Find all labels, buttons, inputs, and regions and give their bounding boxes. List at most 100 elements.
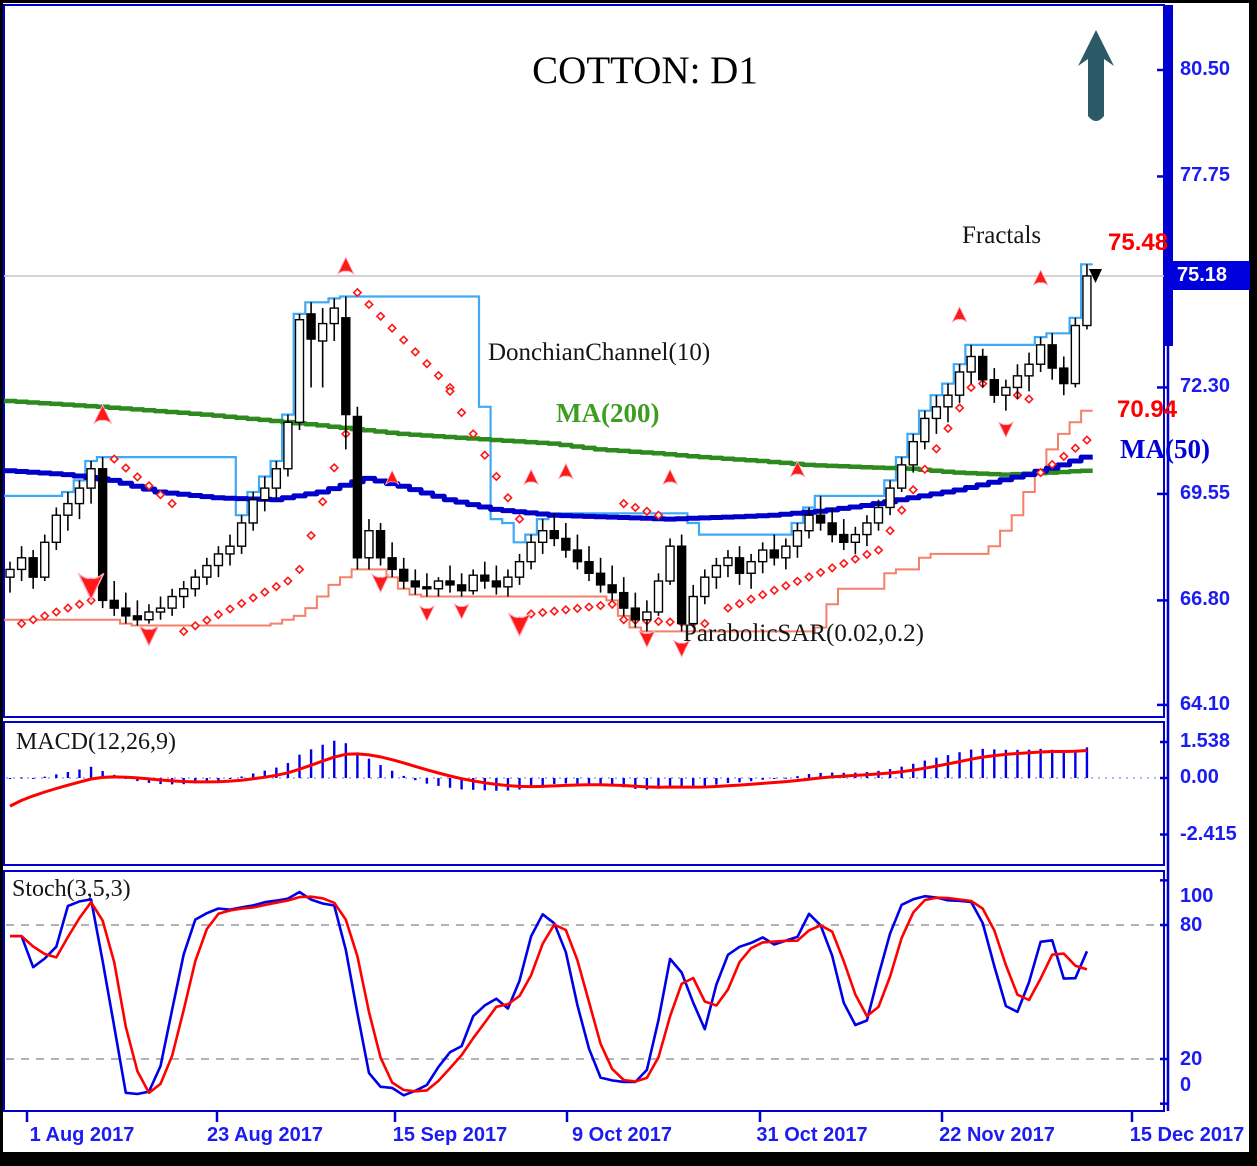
candle <box>190 569 200 597</box>
panel-frames <box>3 4 1165 1112</box>
candle <box>329 298 339 341</box>
candle <box>1035 337 1046 372</box>
macd-indicator-label: MACD(12,26,9) <box>16 729 176 755</box>
fractal-high-price-label: 75.48 <box>1108 229 1169 256</box>
candle <box>931 395 942 434</box>
candle <box>317 308 328 388</box>
candle <box>260 476 270 512</box>
candle <box>1059 356 1069 396</box>
candle <box>896 457 907 492</box>
candle <box>584 546 594 582</box>
psar-price-label: 70.94 <box>1117 396 1178 423</box>
macd-axis-label: 1.538 <box>1180 730 1231 752</box>
candle <box>607 565 617 601</box>
candle <box>723 550 733 578</box>
candle <box>271 461 282 500</box>
candle <box>121 592 131 624</box>
candle <box>51 507 62 551</box>
candle <box>144 604 154 624</box>
candle <box>954 364 965 403</box>
candle <box>1024 352 1034 392</box>
candle <box>700 569 710 605</box>
candle <box>202 557 212 585</box>
candle <box>236 515 247 554</box>
price-axis-label: 69.55 <box>1180 481 1231 504</box>
candle <box>248 491 258 531</box>
candle <box>5 561 15 593</box>
candle <box>456 573 467 597</box>
ma50-line <box>4 454 1093 522</box>
fractal-up-arrows <box>93 256 1049 486</box>
candle <box>630 592 641 628</box>
candle <box>213 546 224 578</box>
candle <box>572 534 583 570</box>
candle <box>1047 333 1057 380</box>
candle <box>445 565 455 593</box>
candle <box>676 534 687 632</box>
stoch-panel-content <box>6 890 1163 1097</box>
ma50-indicator-label: MA(50) <box>1120 434 1210 464</box>
date-axis-label: 9 Oct 2017 <box>571 1124 673 1146</box>
date-axis-label: 31 Oct 2017 <box>756 1124 868 1146</box>
candle <box>155 596 166 620</box>
price-axis-label: 77.75 <box>1180 164 1231 187</box>
chart-title: COTTON: D1 <box>532 49 758 92</box>
date-axis-label: 23 Aug 2017 <box>207 1124 323 1146</box>
candle <box>561 522 571 558</box>
candle <box>920 410 930 450</box>
last-price-marker <box>1089 269 1102 283</box>
candle <box>792 522 803 558</box>
candle <box>40 534 50 582</box>
candle <box>341 296 351 450</box>
candle <box>746 553 756 589</box>
candle <box>758 542 768 574</box>
candle <box>1001 379 1011 411</box>
stoch-axis-label: 100 <box>1180 885 1214 907</box>
candle <box>653 573 664 616</box>
candle <box>97 457 108 609</box>
candle <box>63 491 73 531</box>
candle <box>815 495 826 531</box>
current-price-badge: 75.18 <box>1167 261 1250 290</box>
date-axis-label: 22 Nov 2017 <box>939 1124 1055 1146</box>
candle <box>978 348 988 388</box>
candle <box>225 534 235 566</box>
candle <box>375 522 386 566</box>
candle <box>769 534 779 566</box>
fractal-down-arrows <box>77 421 1014 659</box>
candle <box>109 581 119 616</box>
candle <box>167 588 177 616</box>
candle <box>827 507 837 543</box>
candle <box>989 368 999 403</box>
candle <box>294 313 305 431</box>
fractals-indicator-label: Fractals <box>962 222 1042 249</box>
macd-axis-label: -2.415 <box>1180 822 1237 845</box>
candle <box>178 581 189 609</box>
price-axis-label: 72.30 <box>1180 375 1231 398</box>
price-axis-label: 80.50 <box>1180 58 1231 80</box>
candle <box>1012 364 1023 400</box>
candle <box>433 577 444 597</box>
candle <box>86 461 96 504</box>
trend-up-icon <box>1078 30 1114 121</box>
psar-indicator-label: ParabolicSAR(0.02,0.2) <box>683 620 924 647</box>
date-axis-label: 15 Sep 2017 <box>392 1124 508 1146</box>
candle <box>804 507 814 539</box>
parabolic-sar-dots <box>16 287 1092 637</box>
candle <box>966 344 976 384</box>
candle <box>387 542 397 578</box>
candle <box>595 557 606 593</box>
candle <box>1070 317 1081 388</box>
stoch-indicator-label: Stoch(3,5,3) <box>12 876 131 902</box>
candle <box>468 569 478 595</box>
candle <box>665 538 675 585</box>
stoch-axis-label: 20 <box>1180 1048 1203 1070</box>
date-axis-label: 15 Dec 2017 <box>1129 1124 1245 1146</box>
candle <box>850 526 861 554</box>
date-axis <box>25 1112 1134 1122</box>
price-axis-label: 64.10 <box>1180 692 1231 715</box>
candle <box>734 546 745 585</box>
candle <box>908 433 918 473</box>
candle <box>781 538 791 570</box>
